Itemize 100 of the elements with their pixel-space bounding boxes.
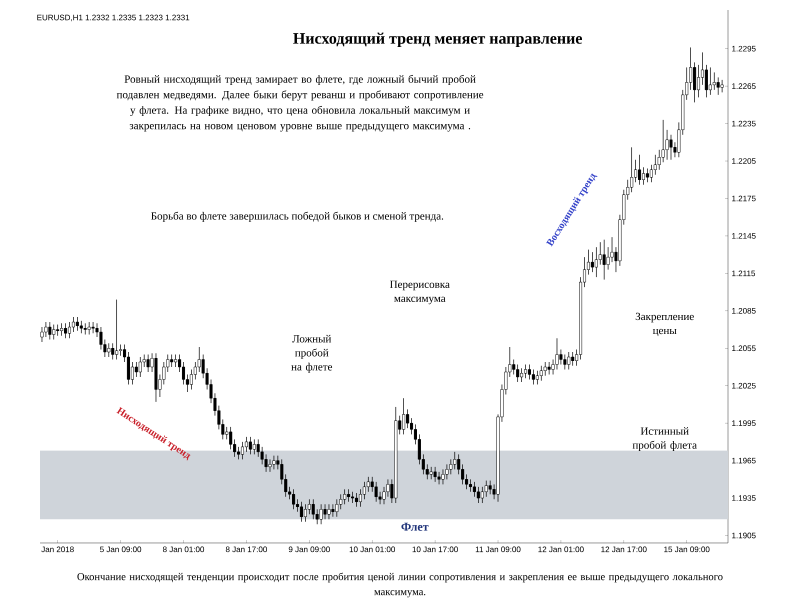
candlestick xyxy=(402,398,406,435)
x-tick-label: Jan 2018 xyxy=(41,546,74,552)
candlestick xyxy=(484,480,488,498)
candlestick xyxy=(654,154,657,176)
candlestick xyxy=(662,119,665,163)
candlestick xyxy=(386,478,390,498)
candlestick xyxy=(272,455,276,470)
x-tick-label: 8 Jan 01:00 xyxy=(162,546,204,552)
text: Нисходящий тренд меняет направление xyxy=(293,32,582,48)
candlestick xyxy=(630,146,634,193)
candlestick xyxy=(339,494,342,510)
candlestick xyxy=(229,426,232,450)
x-tick-label: 12 Jan 17:00 xyxy=(601,546,647,552)
text: Окончание нисходящей тенденции происходит после пробития ценой линии сопротивления и закрепления ее выше предыдущего локального максимума. xyxy=(77,572,723,598)
candlestick xyxy=(92,322,95,334)
y-tick-label: 1.2145 xyxy=(732,233,756,239)
candlestick xyxy=(590,252,594,272)
candlestick xyxy=(115,299,118,360)
candlestick xyxy=(138,356,142,378)
x-tick-label: 8 Jan 17:00 xyxy=(226,546,267,552)
annotation: Ложный пробой на флете xyxy=(291,334,332,373)
candlestick xyxy=(323,504,327,520)
candlestick xyxy=(712,72,716,90)
y-tick-label: 1.2175 xyxy=(732,196,756,202)
candlestick xyxy=(438,471,441,485)
candlestick xyxy=(80,320,83,334)
candlestick xyxy=(308,498,311,515)
annotation: EURUSD,H1 1.2332 1.2335 1.2323 1.2331 xyxy=(37,14,190,22)
candlestick xyxy=(468,478,472,492)
annotation: Борьба во флете завершилась победой быков и сменой тренда. xyxy=(151,212,444,222)
candlestick xyxy=(544,362,547,376)
candlestick xyxy=(68,322,72,339)
y-tick-label: 1.2055 xyxy=(732,345,756,352)
candlestick xyxy=(453,452,456,470)
candlestick xyxy=(292,488,296,510)
candlestick xyxy=(182,362,186,385)
candlestick xyxy=(312,498,315,520)
candlestick xyxy=(174,354,178,368)
candlestick xyxy=(111,342,114,360)
candlestick xyxy=(358,488,362,508)
candlestick xyxy=(472,481,476,498)
candlestick xyxy=(646,168,649,183)
y-tick-label: 1.1905 xyxy=(732,532,756,538)
candlestick xyxy=(658,149,661,170)
candlestick xyxy=(40,326,44,342)
x-tick-label: 11 Jan 09:00 xyxy=(476,546,521,552)
candlestick xyxy=(304,504,307,522)
candlestick xyxy=(335,498,338,518)
candlestick xyxy=(528,364,532,380)
candlestick xyxy=(669,134,673,160)
candlestick xyxy=(650,164,653,183)
candlestick xyxy=(696,64,700,98)
candlestick xyxy=(594,246,598,278)
candlestick xyxy=(520,368,524,382)
candlestick xyxy=(331,504,334,518)
x-tick-label: 9 Jan 09:00 xyxy=(288,546,330,552)
candlestick xyxy=(548,362,551,375)
candlestick xyxy=(567,352,570,370)
candlestick xyxy=(642,166,646,186)
candlestick xyxy=(240,442,244,460)
text: Ровный нисходящий тренд замирает во флете, где ложный бычий пробой подавлен медведями. Далее быки берут реванш и пробивают сопротивление у флета. На графике видно, что цена обновила локальный максимум и закрепилась на новом ценовом уровне выше предыдущего максимума . xyxy=(116,74,484,132)
y-tick-label: 1.2265 xyxy=(732,83,756,89)
candlestick xyxy=(708,67,712,96)
candlestick xyxy=(351,491,354,504)
candlestick xyxy=(476,486,480,504)
candlestick xyxy=(610,236,614,262)
candlestick xyxy=(146,354,150,372)
candlestick xyxy=(343,488,346,505)
candlestick xyxy=(406,409,410,428)
candlestick xyxy=(56,324,60,336)
candlestick xyxy=(52,324,56,340)
candlestick xyxy=(190,369,193,390)
y-tick-label: 1.2295 xyxy=(732,46,756,52)
candlestick xyxy=(555,338,559,370)
candlestick xyxy=(170,354,174,368)
candlestick xyxy=(704,64,708,98)
candlestick xyxy=(716,77,720,96)
y-tick-label: 1.2235 xyxy=(732,120,756,126)
x-tick-label: 15 Jan 09:00 xyxy=(664,546,710,552)
candlestick xyxy=(598,242,602,265)
candlestick xyxy=(60,322,64,336)
candlestick xyxy=(256,439,260,458)
candlestick xyxy=(88,322,91,335)
y-tick-label: 1.1935 xyxy=(732,495,756,501)
candlestick xyxy=(64,322,68,339)
candlestick xyxy=(559,349,562,365)
candlestick xyxy=(512,359,516,375)
candlestick xyxy=(445,464,448,480)
candlestick xyxy=(540,365,543,382)
candlestick xyxy=(48,322,52,340)
candlestick xyxy=(441,468,445,485)
x-tick-label: 12 Jan 01:00 xyxy=(538,546,584,552)
candlestick xyxy=(198,346,201,372)
candlestick xyxy=(264,454,268,472)
y-tick-label: 1.2085 xyxy=(732,308,756,314)
candlestick xyxy=(252,439,256,455)
annotation: Перерисовка максимума xyxy=(390,280,450,304)
y-tick-label: 1.2025 xyxy=(732,382,756,389)
candlestick xyxy=(516,364,520,382)
y-tick-label: 1.2115 xyxy=(732,270,756,276)
